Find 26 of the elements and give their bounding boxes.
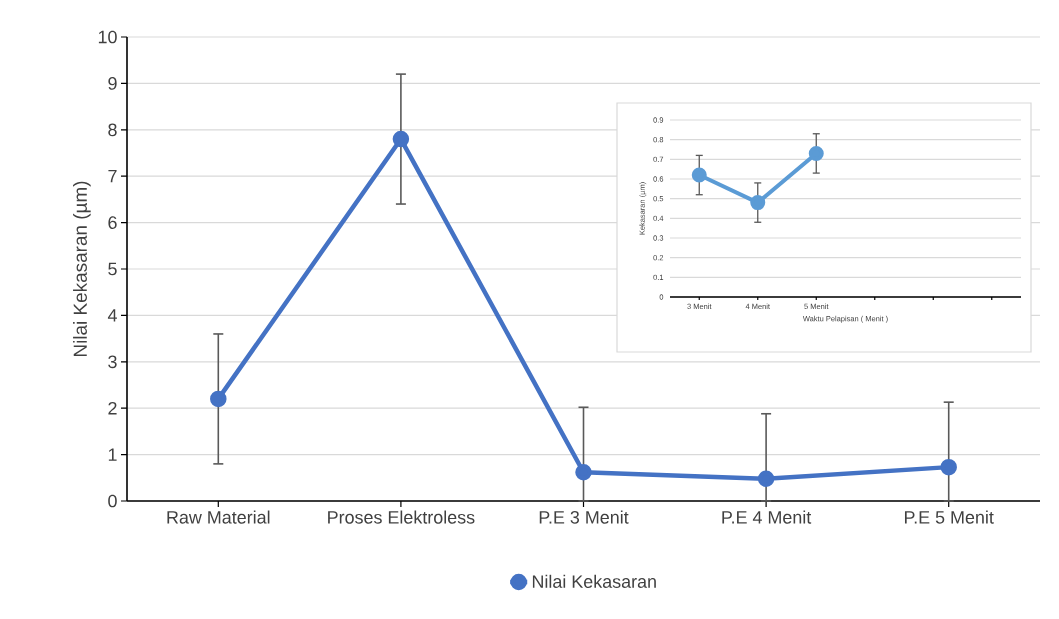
x-tick-label: P.E 4 Menit xyxy=(722,510,812,524)
x-tick-label: Proses Elektroless xyxy=(328,510,475,524)
point xyxy=(575,463,592,481)
y-tick-label: 0 xyxy=(108,494,117,508)
y-axis-title: Nilai Kekasaran (µm) xyxy=(73,181,91,357)
y-tick-label: 4 xyxy=(107,309,117,322)
y-tick-label: 9 xyxy=(108,77,117,90)
y-tick-label: 6 xyxy=(108,216,117,229)
y-tick-label: 8 xyxy=(108,123,117,137)
point xyxy=(940,458,957,476)
legend-label: Nilai Kekasaran xyxy=(532,574,656,588)
x-tick-label: P.E 5 Menit xyxy=(904,510,994,524)
point xyxy=(392,130,410,148)
point xyxy=(750,195,766,211)
x-tick-label: P.E 3 Menit xyxy=(539,510,629,524)
y-tick-label: 2 xyxy=(108,401,117,415)
point xyxy=(808,145,824,161)
y-tick-label: 7 xyxy=(108,170,117,183)
y-tick-label: 3 xyxy=(108,355,117,369)
x-tick-label: Raw Material xyxy=(167,510,270,524)
y-tick-label: 10 xyxy=(98,30,117,44)
y-tick-label: 5 xyxy=(108,262,117,276)
y-tick-label: 1 xyxy=(108,448,117,461)
point xyxy=(210,390,227,408)
point xyxy=(757,470,775,487)
point xyxy=(691,167,707,183)
